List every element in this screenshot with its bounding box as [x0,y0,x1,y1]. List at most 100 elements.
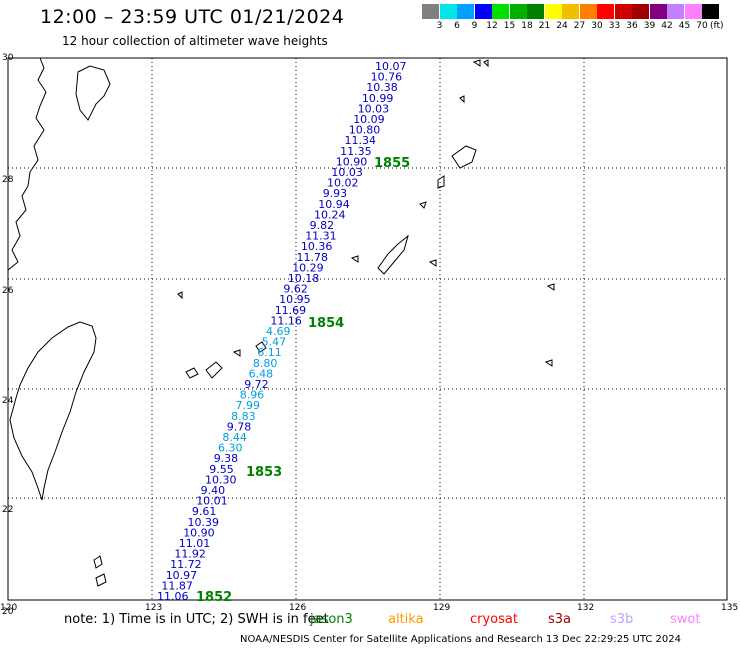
color-scale-swatch [527,4,544,19]
wave-height-value: 10.39 [188,516,220,529]
wave-height-value: 10.95 [279,293,311,306]
color-scale-swatch [649,4,667,19]
wave-height-value: 10.03 [358,102,390,115]
color-scale-swatch [439,4,457,19]
axis-labels: 120 123 126 129 132 135 30 28 26 24 22 20 [0,53,738,617]
china-coast [7,57,47,271]
wave-height-value: 9.72 [244,378,269,391]
wave-height-value: 10.01 [196,495,228,508]
color-scale-swatch [579,4,597,19]
wave-height-value: 10.03 [331,166,363,179]
pass-time-label: 1853 [246,465,282,480]
color-scale-label: 12 [486,21,498,31]
lat-tick-label: 26 [2,286,14,296]
wave-height-value: 11.69 [275,304,307,317]
batanes-islands [93,555,107,587]
color-scale-label: 6 [454,21,460,31]
wave-height-value: 10.24 [314,208,346,221]
wave-height-value: 11.72 [170,558,202,571]
color-scale-swatch [632,4,649,19]
wave-height-value: 10.09 [353,113,385,126]
color-scale-label: 9 [471,21,478,31]
wave-height-value: 8.96 [240,389,264,402]
color-scale-label: 42 [661,21,673,31]
wave-height-value: 10.18 [288,272,320,285]
wave-height-value: 9.38 [214,452,239,465]
wave-height-value: 10.38 [366,81,398,94]
wave-height-value: 11.01 [179,537,211,550]
color-scale-swatch [422,4,439,19]
wave-height-value: 10.90 [183,526,215,539]
color-scale-swatch [474,4,492,19]
color-scale-label: 30 [591,21,603,31]
wave-height-value: 8.44 [222,431,247,444]
wave-height-value: 9.78 [227,420,252,433]
wave-height-value: 9.93 [323,187,348,200]
color-scale-swatch [457,4,474,19]
color-scale-swatch [562,4,579,19]
color-scale-swatch [597,4,614,19]
wave-height-value: 11.35 [340,145,372,158]
wave-height-value: 10.97 [166,569,198,582]
color-scale-swatch [509,4,527,19]
tokara-islets [177,59,555,367]
wave-height-value: 9.55 [209,463,234,476]
color-scale-label: 27 [573,21,586,31]
lat-tick-label: 30 [2,53,14,63]
wave-height-value: 10.94 [318,198,350,211]
color-scale-label: 21 [538,21,551,31]
satellite-legend-item: swot [670,612,701,627]
coastlines [7,57,555,587]
wave-height-value: 11.16 [270,314,302,327]
color-scale-swatch [702,4,719,19]
wave-height-value: 7.99 [236,399,261,412]
wave-height-value: 6.30 [218,442,243,455]
map-frame [7,57,728,601]
color-scale-swatch [544,4,562,19]
lon-tick-label: 123 [145,603,162,613]
wave-height-value: 10.07 [375,60,407,73]
wave-height-value: 10.80 [349,124,381,137]
wave-height-value: 10.02 [327,177,359,190]
wave-height-value: 8.83 [231,410,256,423]
page-title: 12:00 – 23:59 UTC 01/21/2024 [40,6,345,28]
wave-height-value: 9.40 [201,484,226,497]
miyako-island [255,341,267,353]
color-scale-label: 36 [626,21,638,31]
wave-height-value: 4.69 [266,325,291,338]
lon-tick-label: 132 [577,603,594,613]
lat-tick-label: 22 [2,505,13,515]
okinawa-island [377,234,409,275]
wave-height-value: 11.34 [345,134,377,147]
color-scale-label: 33 [608,21,621,31]
color-scale-swatch [667,4,684,19]
wave-height-value: 10.29 [292,261,324,274]
lat-tick-label: 28 [2,175,14,185]
satellite-legend-item: cryosat [470,612,518,627]
wave-height-track: 10.0710.7610.3810.9910.0310.0910.8011.34… [157,60,407,603]
color-scale-label: 45 [678,21,691,31]
pass-time-label: 1852 [196,590,232,605]
wave-height-value: 10.36 [301,240,333,253]
satellite-legend-item: jason3 [310,612,353,627]
pass-time-label: 1855 [374,156,410,171]
wave-height-value: 10.90 [336,155,368,168]
units-note: note: 1) Time is in UTC; 2) SWH is in fe… [64,612,329,627]
color-scale-label: 24 [556,21,568,31]
lon-tick-label: 129 [433,603,450,613]
pass-time-labels: 1855 1854 1853 1852 [196,156,410,605]
color-scale-label: 18 [521,21,533,31]
footer-credit: NOAA/NESDIS Center for Satellite Applica… [240,634,682,645]
satellite-legend-item: s3b [610,612,634,627]
page-subtitle: 12 hour collection of altimeter wave hei… [62,34,328,48]
wave-height-value: 11.87 [161,579,193,592]
color-scale-label: 15 [503,21,516,31]
wave-height-value: 10.99 [362,92,394,105]
color-scale-label: 3 [436,21,443,31]
wave-height-value: 10.30 [205,473,237,486]
lat-tick-label: 24 [2,396,14,406]
zhoushan-islands [75,65,111,121]
wave-height-value: 11.92 [174,548,206,561]
color-scale-swatch [614,4,632,19]
